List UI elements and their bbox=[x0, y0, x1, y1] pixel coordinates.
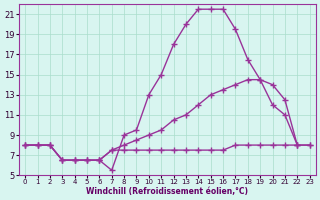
X-axis label: Windchill (Refroidissement éolien,°C): Windchill (Refroidissement éolien,°C) bbox=[86, 187, 248, 196]
